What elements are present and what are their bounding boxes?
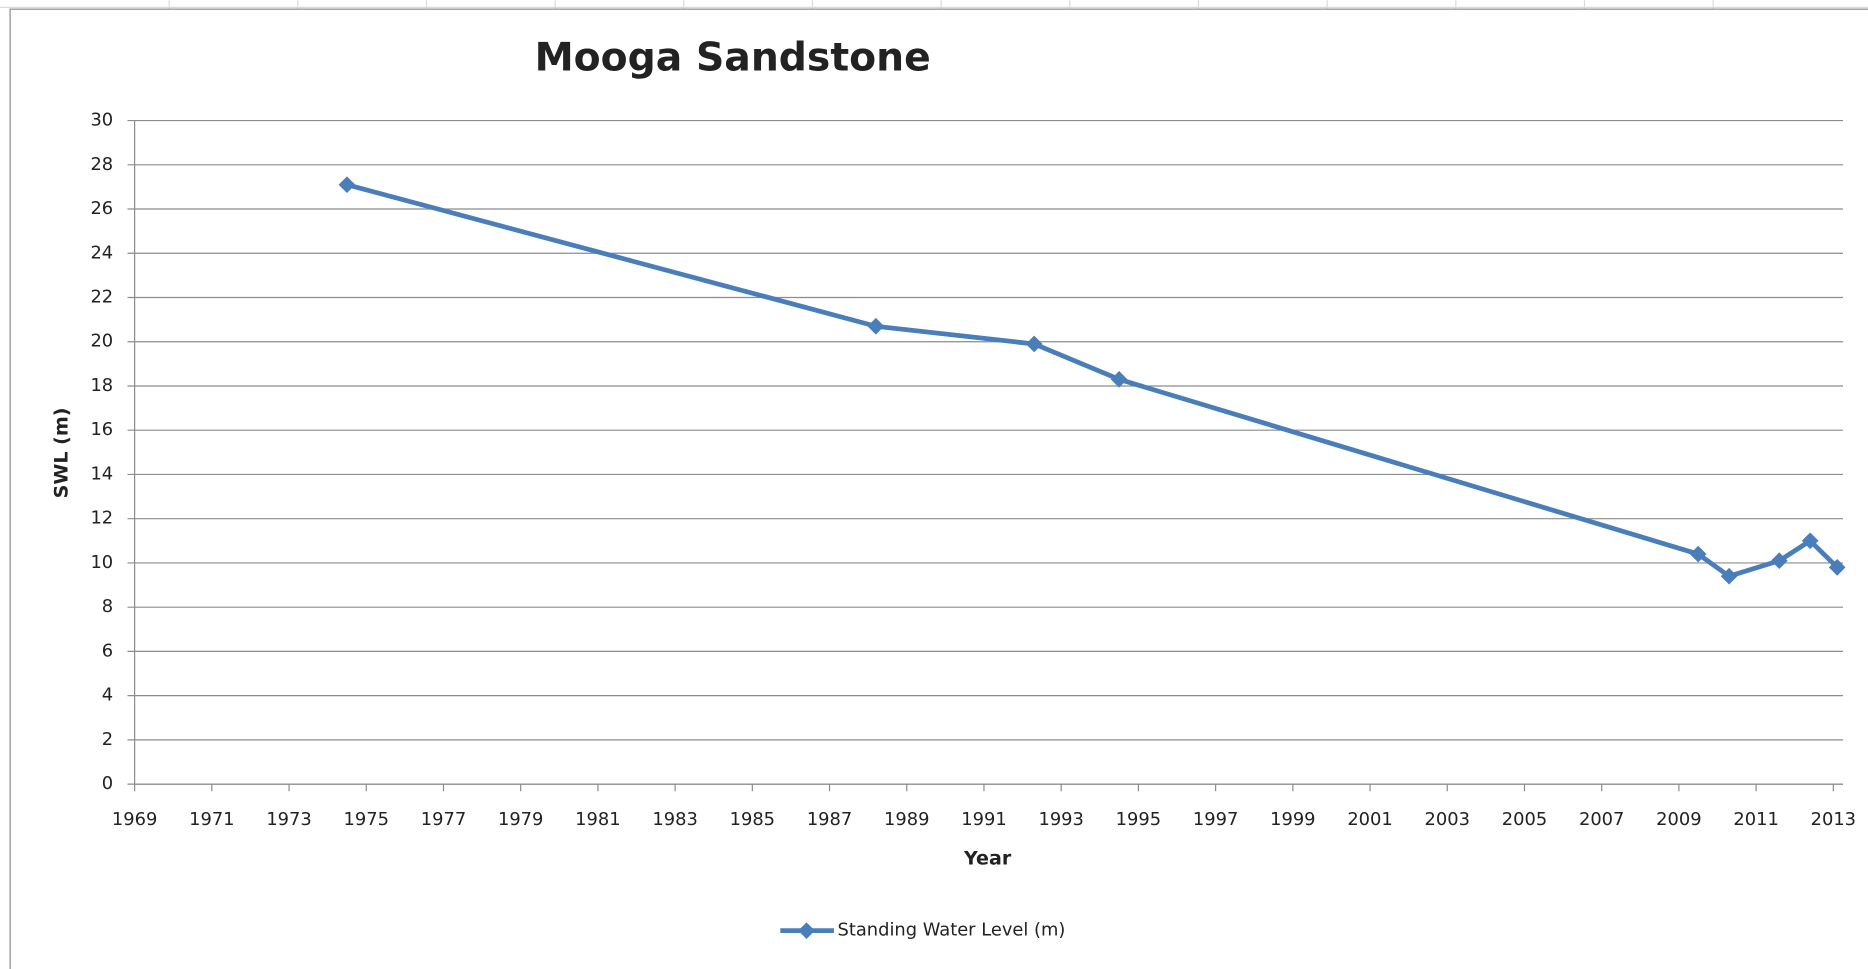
chart-title: Mooga Sandstone xyxy=(535,35,931,80)
y-tick-label: 26 xyxy=(90,198,113,219)
y-tick-label: 0 xyxy=(102,773,113,794)
x-tick-label: 2001 xyxy=(1347,809,1392,830)
data-point xyxy=(1770,552,1788,570)
y-tick-label: 10 xyxy=(90,552,113,573)
x-tick-label: 1997 xyxy=(1193,809,1238,830)
x-tick-label: 1981 xyxy=(575,809,620,830)
y-tick-label: 30 xyxy=(90,110,113,131)
y-axis-title: SWL (m) xyxy=(50,408,72,499)
x-tick-label: 1991 xyxy=(961,809,1006,830)
y-tick-label: 14 xyxy=(90,463,113,484)
x-tick-label: 1987 xyxy=(807,809,852,830)
data-point xyxy=(1801,532,1819,550)
data-point xyxy=(338,176,356,194)
data-point xyxy=(1720,567,1738,585)
x-tick-label: 1993 xyxy=(1038,809,1083,830)
x-tick-label: 2003 xyxy=(1425,809,1470,830)
x-tick-label: 2011 xyxy=(1733,809,1778,830)
y-tick-label: 28 xyxy=(90,154,113,175)
y-tick-label: 20 xyxy=(90,331,113,352)
x-axis-title: Year xyxy=(963,848,1012,870)
x-tick-label: 1979 xyxy=(498,809,543,830)
y-tick-label: 2 xyxy=(102,729,113,750)
data-point xyxy=(1110,371,1128,388)
x-tick-label: 1971 xyxy=(189,809,234,830)
x-tick-label: 1975 xyxy=(344,809,389,830)
x-tick-label: 1973 xyxy=(266,809,311,830)
sheet-grid xyxy=(0,0,1868,9)
data-point xyxy=(1025,335,1043,353)
y-tick-label: 18 xyxy=(90,375,113,396)
x-tick-label: 2007 xyxy=(1579,809,1624,830)
chart-border xyxy=(9,8,1868,969)
x-tick-label: 2013 xyxy=(1811,809,1856,830)
y-tick-label: 22 xyxy=(90,287,113,308)
y-tick-label: 24 xyxy=(90,242,113,263)
x-tick-label: 2005 xyxy=(1502,809,1547,830)
x-tick-label: 1985 xyxy=(730,809,775,830)
x-tick-label: 1999 xyxy=(1270,809,1315,830)
x-tick-label: 1977 xyxy=(421,809,466,830)
x-tick-label: 1969 xyxy=(112,809,157,830)
x-tick-label: 1989 xyxy=(884,809,929,830)
legend-label: Standing Water Level (m) xyxy=(838,920,1066,941)
y-tick-label: 16 xyxy=(90,419,113,440)
y-tick-label: 12 xyxy=(90,508,113,529)
x-tick-label: 1995 xyxy=(1116,809,1161,830)
y-tick-label: 4 xyxy=(102,685,113,706)
x-tick-label: 2009 xyxy=(1656,809,1701,830)
x-tick-label: 1983 xyxy=(652,809,697,830)
y-tick-label: 6 xyxy=(102,640,113,661)
y-tick-label: 8 xyxy=(102,596,113,617)
